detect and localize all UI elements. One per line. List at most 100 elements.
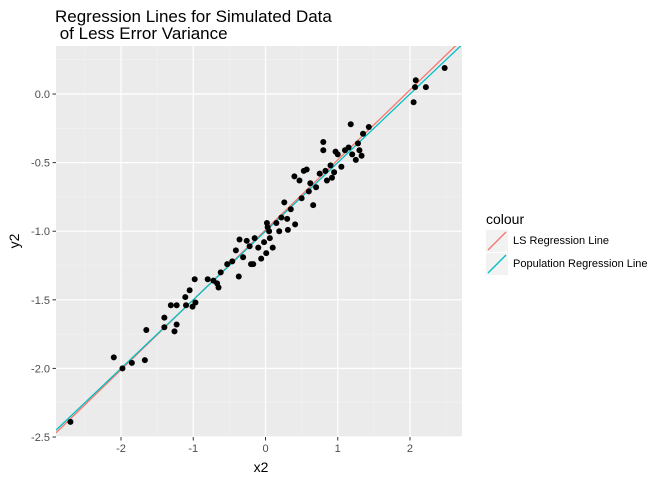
legend-item-ls: LS Regression Line [486,230,609,252]
data-point [281,199,288,206]
data-point [347,121,354,128]
data-point [345,144,352,151]
data-point [186,287,193,294]
data-point [276,228,283,235]
data-point [229,258,236,265]
data-point [255,244,262,251]
legend-item-population: Population Regression Line [486,253,648,275]
data-point [232,247,239,254]
data-point [110,354,117,361]
x-tick-label: -1 [188,443,198,455]
axes: -2 -1 0 1 2 -2.5 -2.0 -1.5 -1.0 -0.5 0.0 [31,89,413,455]
x-tick-label: -2 [116,443,126,455]
data-point [307,180,314,187]
data-point [143,326,150,333]
data-point [246,243,253,250]
chart-title-line-2: of Less Error Variance [55,24,228,43]
data-point [412,84,419,91]
data-point [119,365,126,372]
data-point [310,202,317,209]
y-tick-label: 0.0 [35,89,50,101]
data-point [240,254,247,261]
data-point [278,214,285,221]
data-point [287,206,294,213]
data-point [327,162,334,169]
data-point [334,151,341,158]
data-points [67,64,448,425]
data-point [204,276,211,283]
x-tick-label: 0 [262,443,268,455]
data-point [182,294,189,301]
y-tick-label: -2.0 [31,363,50,375]
data-point [352,156,359,163]
legend-label-population: Population Regression Line [513,258,648,270]
data-point [217,269,224,276]
data-point [167,302,174,309]
data-point [173,302,180,309]
data-point [183,302,190,309]
data-point [365,123,372,130]
data-point [273,219,280,226]
data-point [161,314,168,321]
data-point [320,139,327,146]
data-point [410,99,417,106]
data-point [316,170,323,177]
data-point [215,284,222,291]
data-point [303,166,310,173]
data-point [360,130,367,137]
legend-title: colour [486,211,525,227]
legend-key-population [486,253,508,275]
plot-panel [56,46,462,437]
data-point [173,321,180,328]
y-axis-title: y2 [6,233,22,248]
data-point [328,174,335,181]
data-point [263,250,270,257]
data-point [250,261,257,268]
data-point [269,244,276,251]
x-tick-label: 1 [335,443,341,455]
data-point [171,328,178,335]
data-point [266,228,273,235]
data-point [338,163,345,170]
chart-title-line-1: Regression Lines for Simulated Data [55,7,332,26]
data-point [320,147,327,154]
data-point [356,147,363,154]
y-tick-label: -0.5 [31,158,50,170]
data-point [192,299,199,306]
data-point [141,357,148,364]
data-point [291,173,298,180]
data-point [243,237,250,244]
data-point [422,84,429,91]
data-point [191,276,198,283]
data-point [354,140,361,147]
data-point [412,77,419,84]
data-point [305,188,312,195]
data-point [128,359,135,366]
y-tick-label: -2.5 [31,432,50,444]
minor-grid [56,46,462,437]
data-point [296,177,303,184]
data-point [67,418,74,425]
data-point [441,64,448,71]
data-point [323,177,330,184]
data-point [331,169,338,176]
x-tick-label: 2 [407,443,413,455]
data-point [258,255,265,262]
data-point [261,239,268,246]
data-point [322,167,329,174]
data-point [224,261,231,268]
data-point [292,221,299,228]
y-tick-label: -1.0 [31,226,50,238]
y-tick-label: -1.5 [31,295,50,307]
data-point [313,184,320,191]
data-point [284,215,291,222]
data-point [298,195,305,202]
data-point [161,324,168,331]
legend-key-ls [486,230,508,252]
data-point [251,235,258,242]
data-point [284,226,291,233]
x-axis-title: x2 [254,459,269,475]
data-point [236,236,243,243]
data-point [235,273,242,280]
